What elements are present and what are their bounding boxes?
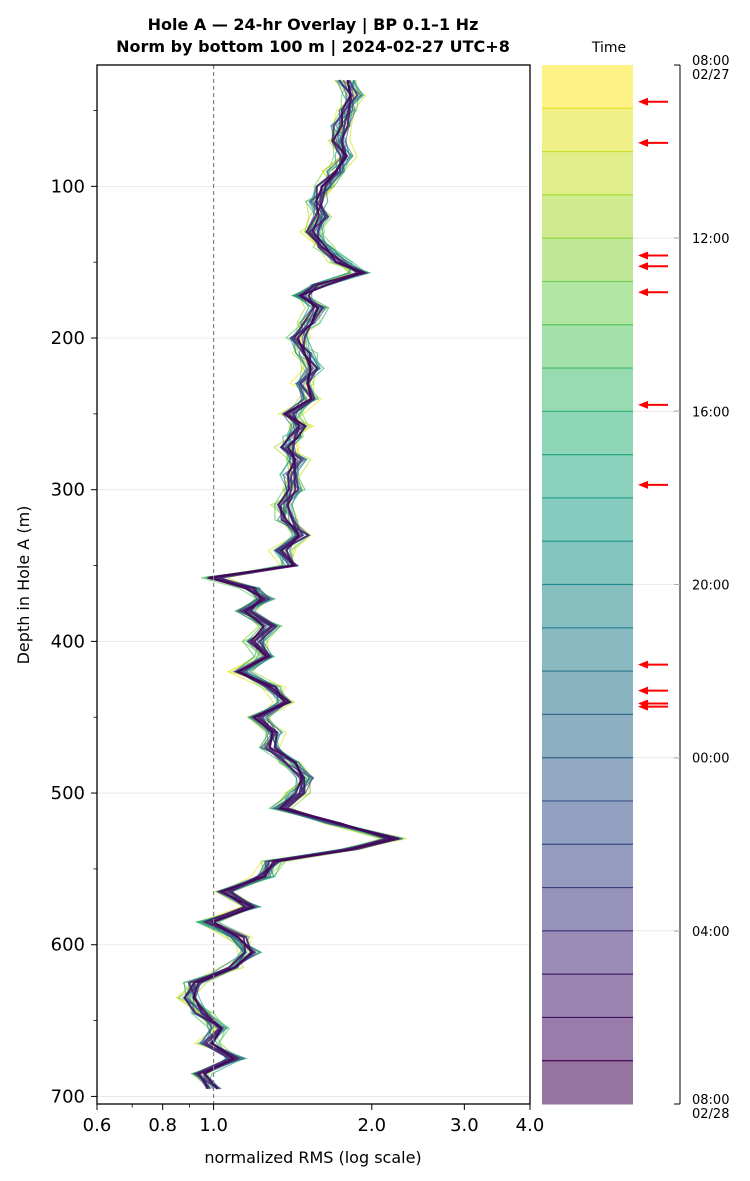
grid-lines	[97, 185, 530, 1097]
colorbar-band	[542, 411, 633, 456]
trace-line	[187, 79, 388, 1090]
arrow-head	[638, 251, 648, 260]
x-tick-label: 0.8	[148, 1115, 177, 1136]
y-tick-label: 600	[51, 935, 85, 956]
y-tick-label: 300	[51, 480, 85, 501]
chart-title-line1: Hole A — 24-hr Overlay | BP 0.1–1 Hz	[148, 15, 479, 35]
trace-line	[183, 79, 402, 1090]
colorbar-tick-label: 04:00	[692, 925, 729, 940]
trace-line	[192, 80, 398, 1090]
plot-frame	[96, 64, 531, 1105]
x-axis-label: normalized RMS (log scale)	[204, 1148, 421, 1167]
arrow-head	[638, 262, 648, 271]
arrow-head	[638, 288, 648, 297]
colorbar-band	[542, 368, 633, 412]
colorbar-band	[542, 671, 633, 715]
colorbar-band	[542, 930, 633, 975]
colorbar-label: Time	[591, 40, 626, 56]
trace-line	[187, 80, 391, 1089]
trace-line	[190, 79, 388, 1090]
colorbar-band	[542, 454, 633, 499]
arrow-head	[638, 686, 648, 695]
y-tick-label: 200	[51, 328, 85, 349]
y-tick-label: 400	[51, 631, 85, 652]
arrow-head	[638, 138, 648, 147]
colorbar-band	[542, 541, 633, 585]
trace-line	[189, 79, 403, 1090]
y-tick-label: 700	[51, 1086, 85, 1107]
arrow-head	[638, 97, 648, 106]
colorbar	[542, 65, 633, 1105]
colorbar-band	[542, 974, 633, 1018]
trace-line	[182, 79, 393, 1090]
colorbar-tick-label: 08:00 02/27	[692, 54, 729, 83]
colorbar-band	[542, 1017, 633, 1062]
x-tick-label: 3.0	[450, 1115, 479, 1136]
x-tick-label: 1.0	[199, 1115, 228, 1136]
colorbar-band	[542, 757, 633, 802]
chart-title-line2: Norm by bottom 100 m | 2024-02-27 UTC+8	[116, 37, 510, 57]
colorbar-band	[542, 584, 633, 629]
colorbar-band	[542, 887, 633, 932]
colorbar-band	[542, 324, 633, 369]
x-tick-label: 2.0	[357, 1115, 386, 1136]
trace-line	[175, 79, 407, 1089]
colorbar-band	[542, 714, 633, 759]
colorbar-tick-label: 12:00	[692, 232, 729, 247]
arrow-head	[638, 660, 648, 669]
colorbar-band	[542, 627, 633, 672]
y-tick-label: 500	[51, 783, 85, 804]
y-axis-label: Depth in Hole A (m)	[14, 506, 33, 665]
trace-line	[187, 79, 386, 1090]
event-arrows	[638, 97, 668, 711]
colorbar-band	[542, 800, 633, 845]
x-tick-label: 0.6	[83, 1115, 112, 1136]
x-axis: 0.6 0.8 1.0 2.0 3.0 4.0	[83, 1104, 545, 1136]
y-axis: 100 200 300 400 500 600 700	[51, 110, 97, 1107]
trace-line	[183, 79, 396, 1090]
colorbar-band	[542, 1060, 633, 1105]
colorbar-tick-label: 20:00	[692, 579, 729, 594]
arrow-head	[638, 480, 648, 489]
trace-line	[177, 79, 400, 1090]
trace-line	[190, 80, 401, 1090]
colorbar-band	[542, 238, 633, 282]
trace-line	[181, 79, 382, 1090]
trace-line	[187, 79, 392, 1090]
colorbar-band	[542, 65, 633, 109]
colorbar-band	[542, 151, 633, 196]
colorbar-axis: 08:00 02/27 12:00 16:00 20:00 00:00 04:00 08:00…	[633, 54, 729, 1122]
trace-line	[190, 80, 389, 1090]
trace-group	[175, 79, 407, 1090]
trace-line	[186, 79, 390, 1089]
colorbar-tick-label: 16:00	[692, 405, 729, 420]
colorbar-band	[542, 844, 633, 889]
trace-line	[183, 79, 400, 1089]
trace-line	[193, 79, 391, 1090]
colorbar-band	[542, 108, 633, 153]
arrow-head	[638, 400, 648, 409]
colorbar-tick-label: 00:00	[692, 752, 729, 767]
colorbar-band	[542, 281, 633, 326]
colorbar-band	[542, 497, 633, 542]
y-tick-label: 100	[51, 176, 85, 197]
arrow-head	[638, 702, 648, 711]
colorbar-band	[542, 194, 633, 239]
x-tick-label: 4.0	[516, 1115, 545, 1136]
trace-line	[177, 79, 383, 1090]
trace-line	[183, 80, 400, 1090]
colorbar-tick-label: 08:00 02/28	[692, 1093, 729, 1122]
trace-line	[183, 80, 396, 1090]
